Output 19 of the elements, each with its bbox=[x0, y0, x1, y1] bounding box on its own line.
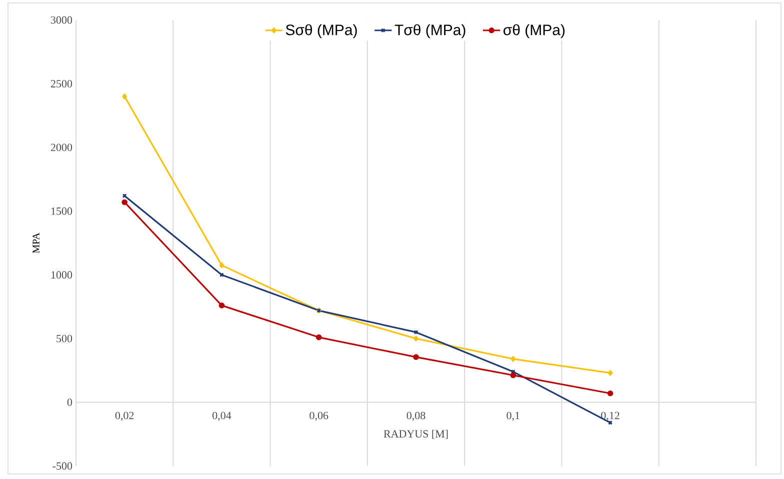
y-axis-title: MPA bbox=[32, 232, 40, 254]
legend-label: Tσθ (MPa) bbox=[394, 24, 466, 38]
x-tick-label: 0,1 bbox=[506, 412, 520, 421]
x-tick-label: 0,12 bbox=[601, 412, 620, 421]
y-tick-label: 2500 bbox=[50, 80, 72, 88]
y-tick-label: 0 bbox=[67, 398, 72, 406]
y-tick-label: 500 bbox=[56, 334, 72, 342]
x-tick-label: 0,04 bbox=[212, 412, 232, 421]
x-tick-label: 0,02 bbox=[115, 412, 134, 421]
y-tick-label: -500 bbox=[52, 462, 72, 470]
y-tick-label: 1500 bbox=[51, 207, 72, 215]
x-axis-title: RADYUS [M] bbox=[384, 430, 448, 439]
y-tick-label: 2000 bbox=[50, 144, 72, 152]
x-tick-label: 0,08 bbox=[406, 412, 426, 421]
y-tick-label: 3000 bbox=[51, 16, 72, 24]
x-tick-label: 0,06 bbox=[310, 412, 328, 421]
legend-label: Sσθ (MPa) bbox=[286, 24, 357, 38]
legend-label: σθ (MPa) bbox=[504, 24, 565, 38]
y-tick-label: 1000 bbox=[51, 271, 72, 279]
